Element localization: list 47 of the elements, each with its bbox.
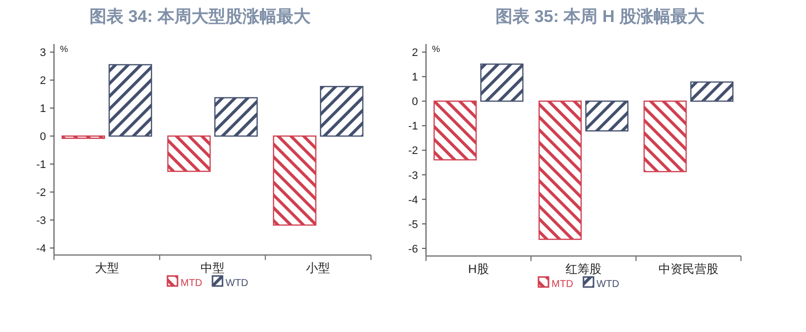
y-axis-title: % (60, 44, 68, 54)
y-tick-label: -3 (408, 170, 418, 182)
legend-item: WTD (212, 275, 248, 289)
y-tick-label: 1 (412, 72, 418, 84)
bar (644, 100, 687, 172)
y-tick-label: -3 (36, 215, 46, 228)
legend-item: MTD (538, 276, 574, 290)
y-axis-title: % (432, 44, 440, 54)
legend-label: MTD (180, 278, 202, 289)
bar (214, 97, 258, 137)
bar (538, 100, 582, 240)
legend-label: MTD (552, 279, 574, 290)
x-tick-label: 红筹股 (566, 262, 602, 276)
bar (690, 81, 734, 102)
y-tick-label: 2 (412, 47, 418, 60)
y-tick-label: 0 (412, 96, 418, 108)
y-tick-label: -4 (408, 194, 418, 206)
x-tick-label: H股 (468, 262, 489, 276)
bar (108, 64, 152, 137)
legend-item: WTD (582, 276, 620, 290)
y-tick-label: -4 (36, 243, 46, 256)
x-tick-label: 中资民营股 (658, 262, 718, 276)
x-tick-label: 中型 (200, 261, 224, 275)
legend-item: MTD (166, 275, 202, 289)
chart-title: 图表 35: 本周 H 股涨幅最大 (496, 7, 706, 26)
legend-label: WTD (596, 279, 620, 290)
chart-title: 图表 34: 本周大型股涨幅最大 (89, 7, 312, 26)
y-tick-label: 3 (40, 47, 46, 60)
y-tick-label: -2 (36, 187, 46, 200)
y-tick-label: 0 (40, 131, 46, 144)
bar (272, 135, 316, 226)
legend-label: WTD (226, 278, 248, 289)
y-tick-label: -1 (36, 159, 46, 172)
y-tick-label: -1 (408, 120, 418, 133)
bar (480, 64, 524, 102)
bar (167, 135, 211, 172)
y-tick-label: -6 (408, 243, 418, 256)
bar (434, 100, 477, 160)
bar (320, 86, 364, 137)
bar (585, 100, 628, 132)
x-tick-label: 大型 (94, 261, 119, 275)
y-tick-label: 1 (40, 103, 46, 116)
y-tick-label: -2 (408, 145, 418, 158)
y-tick-label: -5 (408, 218, 418, 231)
bar (62, 135, 106, 139)
x-tick-label: 小型 (306, 261, 330, 275)
y-tick-label: 2 (40, 75, 46, 88)
